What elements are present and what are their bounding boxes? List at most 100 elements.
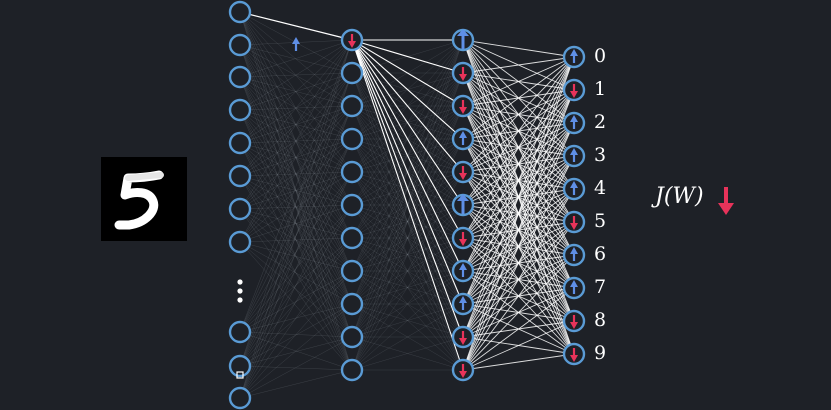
edge-strong: [462, 353, 575, 371]
edge-highlight: [351, 39, 464, 272]
output-label: 7: [594, 276, 607, 298]
edge-faint: [239, 76, 353, 206]
edge-faint: [351, 237, 464, 371]
edge-faint: [239, 138, 353, 399]
gradient-down-arrow-icon: [459, 166, 467, 180]
edge-strong: [462, 89, 575, 371]
neuron-hidden-1: [340, 94, 364, 118]
edge-faint: [351, 204, 464, 371]
edge-strong: [462, 56, 575, 272]
edge-faint: [239, 142, 353, 206]
edge-faint: [351, 237, 464, 272]
edge-faint: [351, 204, 464, 272]
edge-highlight: [351, 39, 464, 338]
edge-faint: [239, 142, 353, 239]
output-label: 9: [594, 342, 607, 364]
edge-faint: [351, 171, 464, 371]
edge-faint: [351, 171, 464, 272]
edge-faint: [351, 138, 464, 338]
neuron-hidden-1: [340, 61, 364, 85]
edge-faint: [239, 142, 353, 305]
ellipsis-dot: [237, 279, 243, 285]
edge-faint: [351, 303, 464, 338]
edge-faint: [239, 76, 353, 173]
edge-strong: [462, 56, 575, 371]
edge-highlight: [351, 39, 464, 140]
edge-faint: [239, 303, 353, 367]
gradient-arrows: [292, 29, 578, 378]
gradient-up-arrow-icon: [570, 115, 578, 129]
edge-faint: [239, 331, 353, 338]
edge-faint: [351, 105, 464, 338]
edge-faint: [239, 39, 353, 210]
edge-faint: [239, 175, 353, 371]
edge-strong: [462, 155, 575, 371]
edge-faint: [239, 39, 353, 367]
edge-faint: [239, 44, 353, 338]
edge-faint: [351, 270, 464, 338]
edge-faint: [351, 72, 464, 371]
edge-faint: [351, 237, 464, 338]
edge-faint: [239, 241, 353, 338]
edge-faint: [239, 138, 353, 210]
cost-decrease-arrow-icon: [718, 187, 734, 215]
edge-faint: [239, 270, 353, 333]
gradient-up-arrow-icon: [292, 37, 300, 51]
gradient-down-arrow-icon: [459, 67, 467, 81]
ellipsis-dot: [237, 288, 243, 294]
edge-faint: [239, 44, 353, 74]
edge-faint: [351, 237, 464, 272]
output-label: 1: [594, 78, 607, 100]
edge-faint: [351, 171, 464, 338]
edge-faint: [239, 270, 353, 367]
gradient-up-arrow-icon: [459, 296, 467, 310]
neuron-hidden-1: [340, 292, 364, 316]
edge-faint: [351, 270, 464, 338]
edge-faint: [239, 105, 353, 111]
edge-faint: [239, 171, 353, 367]
edge-highlight: [351, 39, 464, 239]
edge-faint: [239, 72, 353, 111]
edge-faint: [239, 11, 353, 206]
neuron-hidden-1: [340, 259, 364, 283]
edge-faint: [239, 44, 353, 206]
edge-faint: [239, 39, 353, 111]
edge-faint: [239, 44, 353, 140]
edge-faint: [239, 175, 353, 305]
network-edges: [239, 11, 575, 399]
edge-faint: [239, 44, 353, 305]
edge-faint: [239, 39, 353, 78]
edge-faint: [351, 303, 464, 371]
edge-faint: [239, 72, 353, 177]
edge-faint: [239, 270, 353, 399]
neuron-hidden-1: [340, 358, 364, 382]
edge-faint: [239, 76, 353, 338]
edge-faint: [239, 109, 353, 173]
edge-strong: [462, 56, 575, 74]
edge-faint: [239, 76, 353, 371]
edge-strong: [462, 56, 575, 107]
neuron-input: [228, 197, 252, 221]
edge-faint: [239, 138, 353, 367]
edge-faint: [239, 76, 353, 272]
edge-faint: [239, 109, 353, 338]
edge-faint: [239, 109, 353, 272]
edge-faint: [239, 237, 353, 399]
edge-strong: [462, 56, 575, 206]
edge-faint: [239, 109, 353, 140]
gradient-down-arrow-icon: [459, 100, 467, 114]
edge-faint: [239, 11, 353, 272]
edge-faint: [239, 204, 353, 399]
edge-faint: [239, 241, 353, 371]
edge-strong: [462, 56, 575, 305]
edge-faint: [351, 204, 464, 338]
edge-strong: [462, 56, 575, 338]
input-marker: [236, 371, 244, 379]
edge-faint: [239, 369, 353, 399]
edge-faint: [239, 105, 353, 177]
edge-faint: [239, 44, 353, 239]
edge-faint: [239, 72, 353, 144]
edge-faint: [351, 138, 464, 371]
